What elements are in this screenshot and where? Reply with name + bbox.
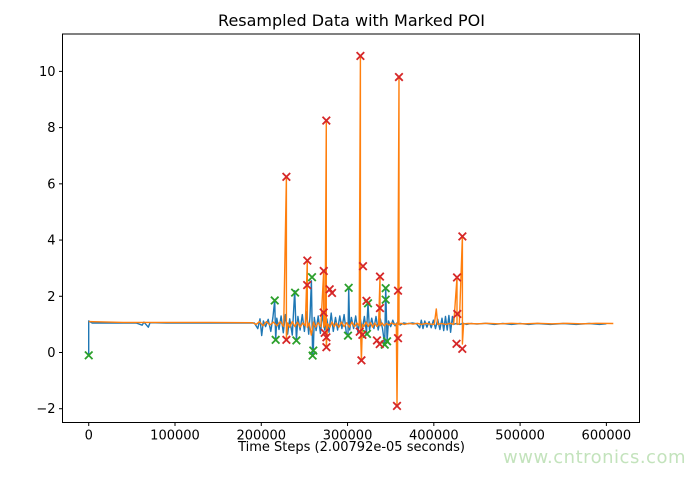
marked-poi-red-marker: [375, 272, 385, 282]
marked-poi-red-marker: [392, 401, 402, 411]
marked-poi-red-marker: [457, 231, 467, 241]
marked-poi-red-marker: [375, 339, 385, 349]
y-tick-label: 2: [47, 290, 55, 305]
chart-title: Resampled Data with Marked POI: [218, 11, 485, 30]
marked-poi-red-marker: [320, 328, 330, 338]
y-tick-label: 4: [47, 234, 55, 249]
x-axis-label: Time Steps (2.00792e-05 seconds): [238, 440, 465, 455]
marked-poi-red-marker: [394, 72, 404, 82]
marked-poi-red-marker: [358, 261, 368, 271]
secondary-poi-green-marker: [307, 272, 317, 282]
secondary-poi-green-marker: [344, 283, 354, 293]
watermark: www.cntronics.com: [503, 447, 686, 468]
x-tick-label: 0: [85, 429, 93, 444]
marked-poi-red-marker: [355, 51, 365, 61]
marked-poi-red-marker: [321, 116, 331, 126]
y-tick-label: 10: [39, 65, 56, 80]
secondary-poi-green-marker: [84, 350, 94, 360]
secondary-poi-green-marker: [290, 288, 300, 298]
secondary-poi-green-marker: [382, 336, 392, 346]
marked-poi-red-marker: [281, 172, 291, 182]
resampled-signal-orange-line: [88, 55, 614, 407]
x-tick-label: 200000: [236, 429, 286, 444]
x-tick-label: 100000: [150, 429, 200, 444]
y-tick-label: 0: [47, 346, 55, 361]
secondary-poi-green-marker: [270, 296, 280, 305]
marked-poi-red-marker: [375, 303, 385, 313]
marked-poi-red-marker: [321, 342, 331, 352]
marked-poi-red-marker: [319, 266, 329, 276]
y-tick-label: −2: [36, 402, 55, 417]
marked-poi-red-marker: [319, 308, 329, 318]
marked-poi-red-marker: [393, 286, 403, 296]
secondary-poi-green-marker: [381, 283, 391, 293]
secondary-poi-green-marker: [308, 346, 318, 355]
secondary-poi-green-marker: [291, 335, 301, 345]
secondary-poi-green-marker: [271, 335, 281, 345]
y-tick-label: 8: [47, 121, 55, 136]
axes-frame: [62, 33, 640, 423]
marked-poi-red-marker: [452, 273, 462, 282]
x-tick-label: 600000: [582, 429, 632, 444]
resampled-signal-blue-line: [87, 280, 607, 356]
marked-poi-red-marker: [357, 355, 366, 365]
marked-poi-red-marker: [302, 256, 312, 266]
marked-poi-red-marker: [302, 280, 312, 290]
marked-poi-red-marker: [325, 284, 335, 294]
marked-poi-red-marker: [452, 309, 462, 319]
secondary-poi-green-marker: [381, 295, 391, 305]
x-tick-label: 400000: [409, 429, 459, 444]
marked-poi-red-marker: [393, 333, 403, 343]
marked-poi-red-marker: [327, 288, 337, 298]
x-tick-label: 500000: [495, 429, 545, 444]
secondary-poi-green-marker: [343, 331, 353, 341]
marked-poi-red-marker: [321, 332, 331, 342]
marked-poi-red-marker: [452, 339, 461, 349]
marked-poi-red-marker: [457, 344, 467, 354]
marked-poi-red-marker: [357, 330, 367, 340]
x-tick-label: 300000: [323, 429, 373, 444]
marked-poi-red-marker: [281, 335, 291, 345]
marked-poi-red-marker: [362, 296, 371, 306]
y-tick-label: 6: [47, 177, 55, 192]
